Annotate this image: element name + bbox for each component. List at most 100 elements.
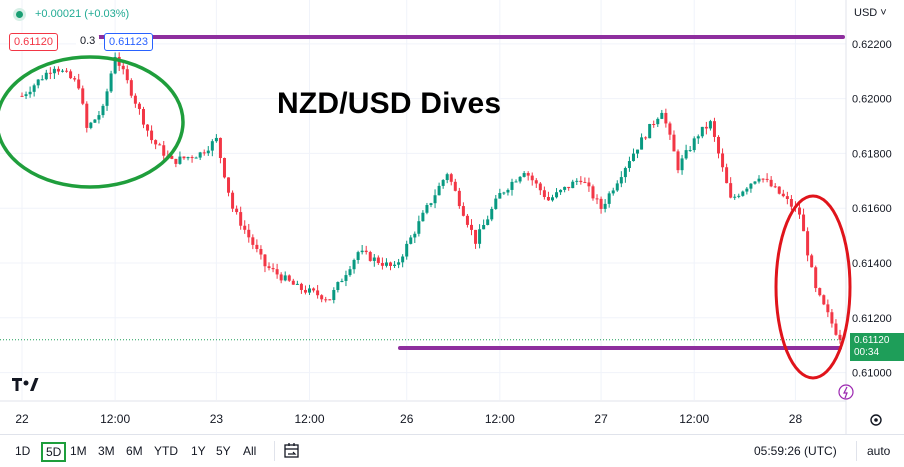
candle-body	[534, 180, 538, 184]
candle-body	[603, 203, 607, 209]
time-tick-label: 12:00	[294, 412, 324, 426]
candle-body	[182, 156, 186, 159]
candle-body	[263, 254, 267, 267]
candle-body	[506, 189, 510, 193]
candle-body	[449, 174, 453, 182]
candle-body	[619, 177, 623, 184]
timeframe-all-button[interactable]: All	[243, 444, 257, 458]
candle-body	[834, 323, 838, 335]
timeframe-5d-button[interactable]: 5D	[41, 442, 67, 462]
candle-body	[781, 193, 785, 197]
bar-countdown: 00:34	[854, 346, 880, 358]
price-chart[interactable]: 0.61000 0.61200 0.61400 0.61600 0.61800 0.620…	[0, 0, 904, 434]
candle-body	[190, 157, 194, 159]
time-tick-label: 22	[15, 412, 29, 426]
timeframe-6m-button[interactable]: 6M	[126, 444, 143, 458]
candle-body	[474, 229, 478, 244]
candle-body	[785, 196, 789, 199]
candle-body	[510, 181, 514, 190]
candle-body	[696, 136, 700, 139]
timeframe-5y-button[interactable]: 5Y	[216, 444, 231, 458]
candle-body	[259, 249, 263, 255]
ask-price-button[interactable]: 0.61123	[104, 33, 153, 51]
timeframe-ytd-button[interactable]: YTD	[154, 444, 178, 458]
utc-clock[interactable]: 05:59:26 (UTC)	[754, 444, 837, 458]
candle-body	[150, 130, 154, 141]
candle-body	[822, 295, 826, 305]
candle-body	[133, 95, 137, 104]
date-range-icon[interactable]	[283, 442, 301, 460]
candle-body	[344, 275, 348, 281]
candle-body	[704, 126, 708, 129]
candle-body	[20, 95, 24, 97]
candle-body	[684, 150, 688, 159]
candle-body	[69, 71, 73, 79]
timeframe-3m-button[interactable]: 3M	[98, 444, 115, 458]
candle-body	[137, 103, 141, 110]
candle-body	[712, 121, 716, 137]
candle-body	[599, 198, 603, 209]
candle-body	[729, 183, 733, 198]
bid-price-button[interactable]: 0.61120	[9, 33, 58, 51]
candle-body	[239, 212, 243, 226]
price-tick-label: 0.62200	[852, 39, 892, 51]
candle-body	[368, 252, 372, 261]
red-circle-annotation[interactable]	[774, 194, 852, 380]
tradingview-logo-icon	[12, 378, 39, 391]
candle-body	[522, 173, 526, 177]
candle-body	[405, 243, 409, 257]
candle-body	[526, 173, 530, 176]
settings-gear-icon[interactable]	[870, 414, 882, 426]
candle-body	[802, 214, 806, 232]
candle-body	[218, 137, 222, 159]
candle-body	[494, 198, 498, 209]
candle-body	[48, 72, 52, 74]
candle-body	[214, 137, 218, 142]
candle-body	[546, 196, 550, 201]
candle-body	[652, 123, 656, 125]
candle-body	[255, 244, 259, 250]
candle-body	[121, 65, 125, 70]
toolbar-divider	[274, 441, 275, 461]
candle-body	[417, 221, 421, 234]
candle-body	[469, 224, 473, 230]
price-tick-label: 0.61800	[852, 148, 892, 160]
candle-body	[56, 68, 60, 72]
candle-body	[299, 283, 303, 290]
candle-body	[579, 180, 583, 183]
candle-body	[44, 72, 48, 80]
candle-body	[737, 195, 741, 197]
candle-body	[692, 138, 696, 151]
candle-body	[24, 94, 28, 96]
currency-label[interactable]: USD ˅	[854, 7, 887, 19]
candle-body	[640, 137, 644, 150]
candle-body	[202, 152, 206, 154]
candle-body	[52, 68, 56, 74]
candle-body	[376, 257, 380, 264]
price-tick-label: 0.61200	[852, 313, 892, 325]
candle-body	[28, 91, 32, 95]
timeframe-1m-button[interactable]: 1M	[70, 444, 87, 458]
candle-body	[105, 91, 109, 106]
timeframe-1d-button[interactable]: 1D	[15, 444, 31, 458]
lightning-bolt-icon	[843, 386, 848, 399]
candle-body	[814, 267, 818, 289]
candle-body	[838, 334, 842, 340]
candle-body	[324, 299, 328, 301]
timeframe-1y-button[interactable]: 1Y	[191, 444, 206, 458]
candle-body	[644, 137, 648, 139]
time-tick-label: 26	[400, 412, 414, 426]
current-price-label: 0.61120 00:34	[850, 332, 904, 361]
candle-body	[769, 179, 773, 187]
candle-body	[656, 118, 660, 125]
candle-body	[129, 80, 133, 96]
time-tick-label: 27	[594, 412, 608, 426]
candle-body	[627, 161, 631, 169]
toolbar-divider	[856, 441, 857, 461]
auto-scale-button[interactable]: auto	[867, 444, 891, 458]
green-circle-annotation[interactable]	[0, 55, 185, 189]
candle-body	[773, 186, 777, 188]
candle-body	[328, 299, 332, 301]
lightning-icon[interactable]	[838, 384, 854, 400]
candle-body	[393, 264, 397, 266]
